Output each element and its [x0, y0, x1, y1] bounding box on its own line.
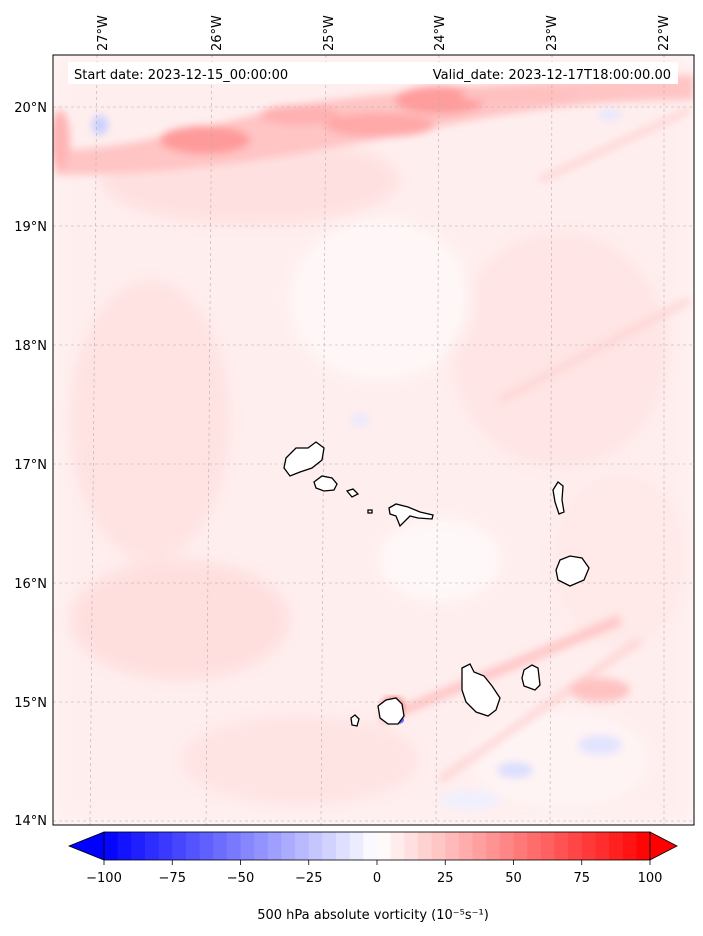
- colorbar-swatch: [609, 832, 624, 860]
- colorbar-swatch: [104, 832, 119, 860]
- start-date-label: Start date: 2023-12-15_00:00:00: [74, 68, 288, 83]
- island-brava: [350, 714, 360, 727]
- colorbar-swatch: [581, 832, 596, 860]
- lat-tick-label: 19°N: [14, 220, 47, 235]
- colorbar-swatch: [131, 832, 146, 860]
- colorbar-tick-label: −25: [295, 871, 322, 886]
- colorbar-swatch: [513, 832, 528, 860]
- lon-tick-label: 27°W: [96, 15, 111, 51]
- island-fogo: [377, 697, 405, 725]
- island-outline-icon: [283, 441, 590, 727]
- colorbar-swatch: [254, 832, 269, 860]
- lat-tick-label: 17°N: [14, 458, 47, 473]
- colorbar-swatch: [404, 832, 419, 860]
- colorbar-extend-arrow-icon: [67, 831, 105, 861]
- island-maio: [521, 664, 541, 691]
- island-sal: [552, 481, 565, 515]
- colorbar-swatch: [349, 832, 364, 860]
- colorbar-swatch: [295, 832, 310, 860]
- colorbar-swatch: [308, 832, 323, 860]
- gridline-lon-24: [435, 55, 440, 825]
- colorbar-swatch: [322, 832, 337, 860]
- colorbar-swatch: [417, 832, 433, 860]
- colorbar-swatch: [636, 832, 651, 860]
- colorbar-swatches: [104, 832, 651, 860]
- island-sao-vicente: [313, 475, 338, 492]
- island-santa-luzia: [345, 488, 360, 498]
- island-santo-antao: [283, 441, 325, 477]
- island-boa-vista: [555, 555, 590, 587]
- colorbar-label: 500 hPa absolute vorticity (10⁻⁵s⁻¹): [257, 908, 489, 923]
- vorticity-field: [53, 55, 694, 825]
- colorbar-swatch: [267, 832, 283, 860]
- colorbar-tick-label: −75: [159, 871, 186, 886]
- lat-tick-label: 14°N: [14, 814, 47, 829]
- colorbar-swatch: [472, 832, 487, 860]
- colorbar-swatch: [568, 832, 583, 860]
- lon-tick-label: 24°W: [433, 15, 448, 51]
- colorbar-swatch: [527, 832, 542, 860]
- valid-date-label: Valid_date: 2023-12-17T18:00:00.00: [433, 68, 671, 83]
- colorbar-swatch: [226, 832, 242, 860]
- colorbar-swatch: [172, 832, 187, 860]
- gridline-lon-26: [205, 55, 213, 825]
- colorbar-tick-label: −50: [227, 871, 254, 886]
- colorbar-swatch: [458, 832, 474, 860]
- lon-tick-labels: 27°W 26°W 25°W 24°W 23°W 22°W: [96, 15, 672, 51]
- header-box: [68, 62, 678, 84]
- colorbar-ticks: −100 −75 −50 −25 0 25 50 75 100: [86, 860, 662, 886]
- colorbar-swatch: [117, 832, 132, 860]
- colorbar-swatch: [185, 832, 201, 860]
- colorbar-swatch: [336, 832, 351, 860]
- map-panel: Start date: 2023-12-15_00:00:00 Valid_da…: [14, 15, 695, 829]
- colorbar-tick-label: 25: [437, 871, 454, 886]
- lat-tick-labels: 20°N 19°N 18°N 17°N 16°N 15°N 14°N: [14, 101, 47, 829]
- lat-tick-label: 15°N: [14, 696, 47, 711]
- colorbar-swatch: [554, 832, 569, 860]
- map-frame: [52, 54, 695, 826]
- colorbar-swatch: [445, 832, 460, 860]
- colorbar-extend-arrow-icon: [649, 831, 678, 861]
- gridline-lon-27: [89, 55, 98, 825]
- colorbar-swatch: [377, 832, 392, 860]
- lon-tick-label: 25°W: [322, 15, 337, 51]
- island-raso: [367, 509, 373, 514]
- colorbar-tick-label: 75: [573, 871, 590, 886]
- lon-tick-label: 26°W: [210, 15, 225, 51]
- colorbar-tick-label: 100: [638, 871, 663, 886]
- lon-tick-label: 23°W: [545, 15, 560, 51]
- island-santiago: [461, 663, 501, 717]
- colorbar-tick-label: −100: [86, 871, 122, 886]
- colorbar-swatch: [240, 832, 255, 860]
- colorbar-swatch: [213, 832, 228, 860]
- colorbar-swatch: [390, 832, 405, 860]
- lat-tick-label: 18°N: [14, 339, 47, 354]
- colorbar-tick-label: 50: [505, 871, 522, 886]
- colorbar-tick-label: 0: [373, 871, 381, 886]
- island-sao-nicolau: [388, 503, 434, 528]
- lat-tick-label: 16°N: [14, 577, 47, 592]
- colorbar-swatch: [158, 832, 173, 860]
- colorbar-swatch: [431, 832, 446, 860]
- colorbar-swatch: [144, 832, 160, 860]
- lon-tick-label: 22°W: [657, 15, 672, 51]
- gridline-lon-25: [320, 55, 327, 825]
- colorbar-swatch: [595, 832, 610, 860]
- colorbar-swatch: [622, 832, 637, 860]
- colorbar-swatch: [363, 832, 378, 860]
- colorbar-swatch: [486, 832, 501, 860]
- colorbar: −100 −75 −50 −25 0 25 50 75 100 500 hPa absolute…: [67, 831, 678, 923]
- colorbar-swatch: [281, 832, 296, 860]
- colorbar-swatch: [199, 832, 214, 860]
- graticule: [53, 55, 694, 825]
- gridline-lon-23: [549, 55, 553, 825]
- colorbar-swatch: [540, 832, 556, 860]
- lat-tick-label: 20°N: [14, 101, 47, 116]
- colorbar-swatch: [499, 832, 515, 860]
